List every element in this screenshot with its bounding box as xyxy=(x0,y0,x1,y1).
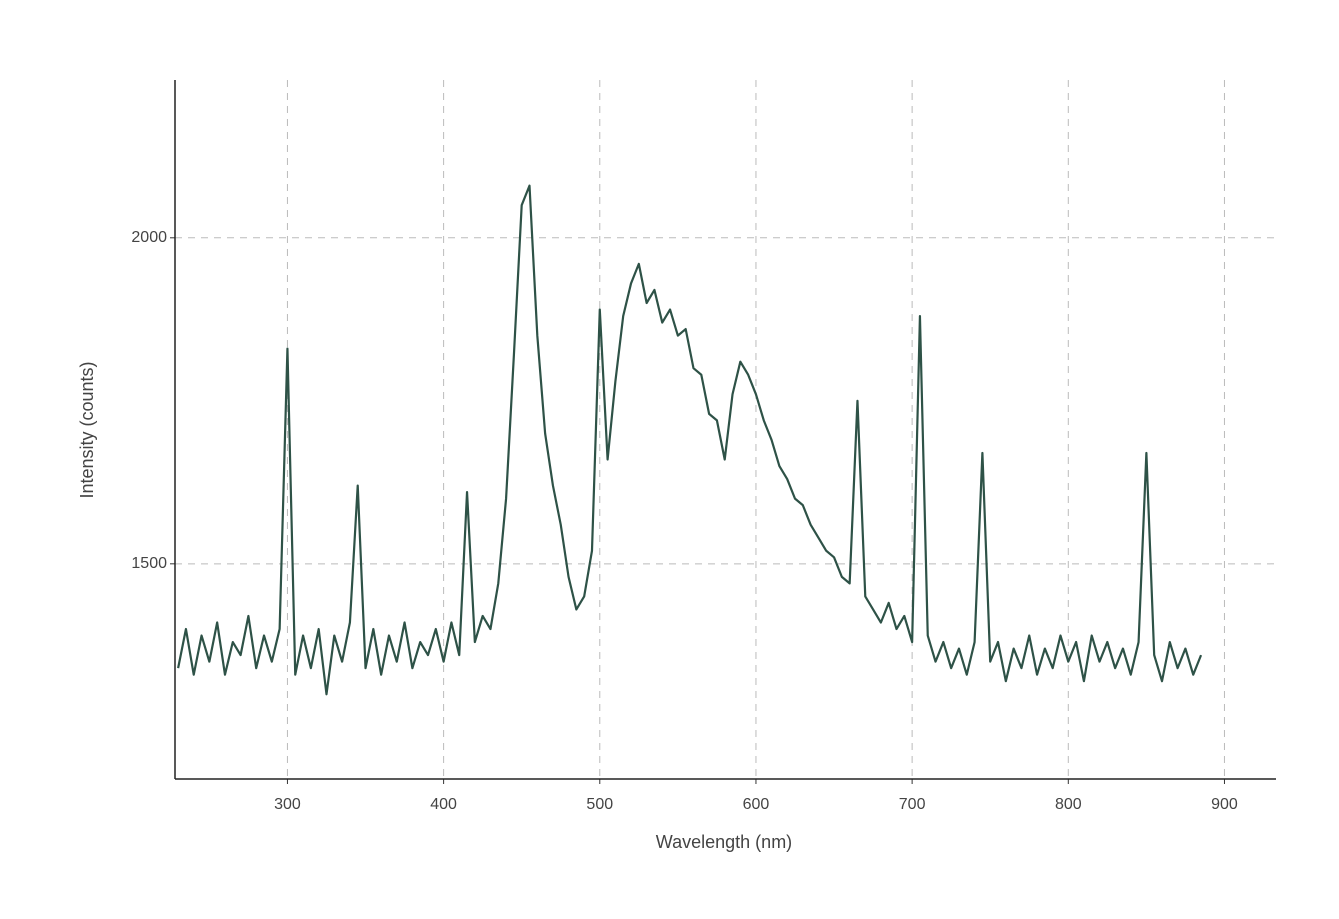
x-tick-label: 900 xyxy=(1211,796,1238,813)
y-axis-label: Intensity (counts) xyxy=(77,361,97,498)
x-tick-label: 400 xyxy=(430,796,457,813)
x-tick-label: 600 xyxy=(743,796,770,813)
x-tick-label: 800 xyxy=(1055,796,1082,813)
x-axis-label: Wavelength (nm) xyxy=(656,832,792,852)
x-tick-label: 700 xyxy=(899,796,926,813)
x-tick-label: 300 xyxy=(274,796,301,813)
spectrum-line xyxy=(177,184,1203,696)
y-tick-label: 1500 xyxy=(131,555,167,572)
y-tick-label: 2000 xyxy=(131,229,167,246)
x-tick-label: 500 xyxy=(586,796,613,813)
